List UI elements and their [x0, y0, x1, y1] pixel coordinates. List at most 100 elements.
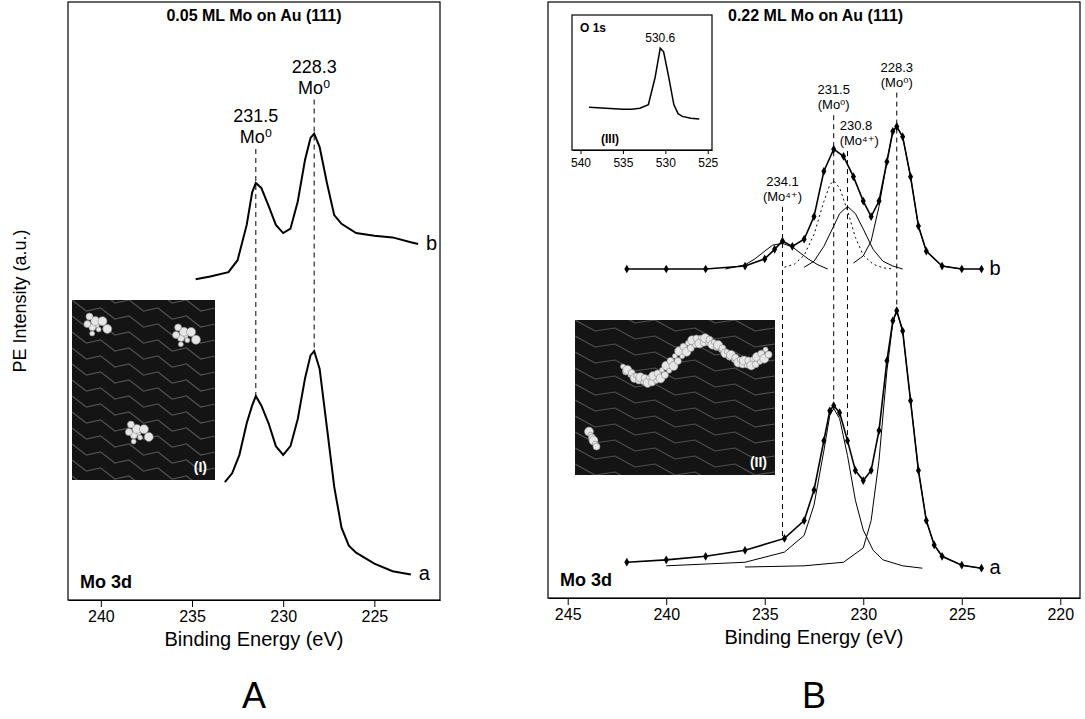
annotation-guide — [847, 151, 848, 441]
x-tick: 245 — [555, 598, 582, 623]
terrace-step — [575, 464, 775, 475]
annotation-label: Mo⁰ — [298, 78, 330, 98]
x-tick-mark — [568, 598, 569, 605]
terrace-step — [575, 352, 775, 395]
chart-title: 0.22 ML Mo on Au (111) — [728, 7, 903, 24]
adsorbate-cluster — [131, 439, 136, 444]
adsorbate-cluster — [139, 425, 148, 434]
x-tick-label: 245 — [555, 606, 582, 623]
annotation: 230.8(Mo⁴⁺) — [840, 118, 879, 148]
x-tick-label: 220 — [1047, 606, 1074, 623]
x-tick-mark — [962, 598, 963, 605]
data-point — [841, 152, 846, 161]
fit-component — [666, 408, 922, 568]
panel-letter: A — [242, 675, 266, 716]
x-tick-label: 225 — [362, 608, 389, 625]
annotation-label: (Mo⁰) — [881, 75, 913, 90]
x-tick-mark — [374, 600, 375, 607]
panel: (II)245240235230225220Binding Energy (eV… — [548, 2, 1081, 716]
x-tick: 230 — [270, 600, 297, 625]
x-tick-mark — [580, 150, 581, 154]
spectrum-line — [627, 311, 982, 568]
terrace-step — [72, 332, 215, 375]
annotation-label: (Mo⁴⁺) — [763, 189, 802, 204]
data-point — [821, 167, 826, 176]
x-tick: 540 — [571, 150, 591, 170]
data-point — [743, 546, 748, 555]
inset-background — [562, 6, 722, 168]
adsorbate-cluster — [84, 321, 91, 328]
annotation-value: 228.3 — [880, 60, 913, 75]
terrace-step — [72, 396, 215, 439]
x-tick-mark — [192, 600, 193, 607]
adsorbate-cluster — [173, 331, 180, 338]
x-tick: 240 — [88, 600, 115, 625]
adsorbate-cluster — [185, 338, 190, 343]
data-point — [827, 406, 832, 415]
spectrum-region-label: Mo 3d — [560, 570, 612, 590]
y-axis-title: PE Intensity (a.u.) — [10, 229, 30, 372]
x-axis: 540 535 530 525 — [571, 150, 719, 170]
plot-frame — [68, 2, 440, 600]
annotation-guide — [314, 100, 315, 351]
image-label: (II) — [750, 454, 767, 470]
adsorbate-cluster — [187, 327, 196, 336]
inset-panel: 540535530525O 1s(III)530.6 — [562, 6, 722, 170]
adsorbate-cluster — [96, 327, 101, 332]
adsorbate-cluster — [125, 429, 132, 436]
annotation: 530.6 — [645, 31, 675, 45]
x-tick: 225 — [362, 600, 389, 625]
x-tick: 225 — [949, 598, 976, 623]
adsorbate-cluster — [178, 342, 183, 347]
data-point — [811, 212, 816, 221]
annotation-value: 228.3 — [292, 57, 337, 77]
annotation-label: Mo⁰ — [240, 127, 272, 147]
fit-component — [804, 206, 903, 269]
x-tick: 525 — [698, 150, 718, 170]
adsorbate-cluster — [674, 358, 681, 365]
annotation-guide — [782, 207, 783, 538]
x-tick: 235 — [752, 598, 779, 623]
x-axis-title: Binding Energy (eV) — [725, 626, 904, 648]
plot-frame — [548, 2, 1080, 598]
annotation-guide — [896, 93, 897, 311]
series-label: a — [989, 556, 1001, 578]
annotation-value: 234.1 — [766, 174, 799, 189]
stm-image: (I) — [72, 220, 215, 551]
spectrum-line — [196, 134, 418, 280]
terrace-step — [575, 432, 775, 475]
terrace-step — [575, 448, 775, 475]
fit-component — [745, 311, 981, 568]
x-axis-line — [69, 600, 441, 601]
x-axis: 240235230225 — [69, 600, 441, 625]
x-tick-label: 240 — [88, 608, 115, 625]
data-point — [664, 555, 669, 564]
terrace-step — [72, 348, 215, 391]
x-tick-mark — [765, 598, 766, 605]
adsorbate-cluster — [593, 443, 600, 450]
x-tick-mark — [623, 150, 624, 154]
annotation: 231.5(Mo⁰) — [817, 82, 850, 112]
data-point — [624, 265, 629, 274]
series-label: b — [426, 232, 437, 254]
adsorbate-cluster — [175, 324, 182, 331]
annotation-label: (Mo⁴⁺) — [840, 133, 879, 148]
annotation-value: 231.5 — [817, 82, 850, 97]
x-tick-mark — [863, 598, 864, 605]
panel: (I)240235230225Binding Energy (eV)PE Int… — [10, 2, 441, 716]
x-tick: 240 — [653, 598, 680, 623]
x-tick: 535 — [613, 150, 633, 170]
spectrum-region-label: Mo 3d — [80, 572, 132, 592]
annotation-value: 231.5 — [233, 106, 278, 126]
x-tick-mark — [708, 150, 709, 154]
annotation-value: 230.8 — [840, 118, 873, 133]
data-point — [772, 245, 777, 254]
terrace-step — [575, 400, 775, 443]
x-tick-label: 530 — [656, 156, 676, 170]
annotation-guide — [833, 115, 834, 405]
data-point — [853, 466, 858, 475]
terrace-step — [575, 320, 775, 347]
plot-area — [196, 134, 418, 575]
x-tick-label: 225 — [949, 606, 976, 623]
x-tick-mark — [101, 600, 102, 607]
